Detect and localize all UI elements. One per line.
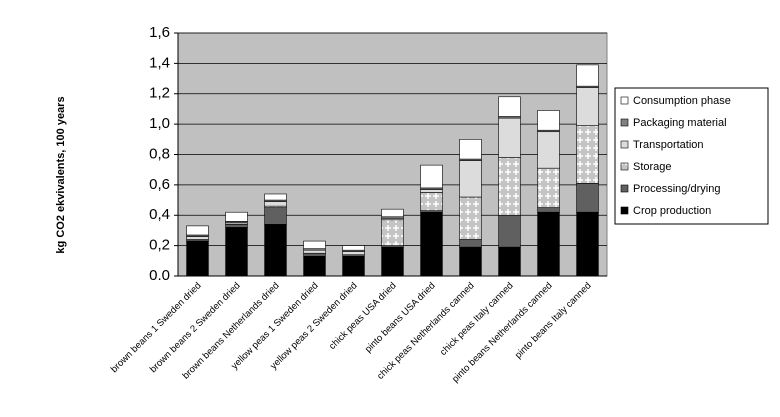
bar-segment — [264, 207, 287, 225]
bar-segment — [537, 131, 560, 169]
bar-segment — [537, 110, 560, 131]
legend-label: Storage — [633, 161, 672, 173]
bar-segment — [303, 255, 326, 277]
bar-segment — [186, 225, 209, 236]
x-tick-label: chick peas Italy canned — [438, 280, 516, 358]
bar-segment — [420, 189, 443, 193]
legend-swatch — [620, 118, 629, 127]
bar-segment — [264, 224, 287, 277]
bar-segment — [342, 255, 365, 277]
bar-segment — [420, 211, 443, 277]
bar-segment — [498, 157, 521, 216]
bar-segment — [537, 167, 560, 208]
bar-segment — [576, 125, 599, 184]
bar-segment — [186, 240, 209, 277]
bar-segment — [264, 201, 287, 207]
bar-segment — [498, 117, 521, 158]
legend-swatch — [620, 184, 629, 193]
y-tick-label: 0,6 — [149, 176, 170, 193]
legend-swatch — [620, 162, 629, 171]
bar-segment — [459, 239, 482, 248]
bar-segment — [498, 246, 521, 277]
bar-segment — [264, 193, 287, 201]
bar-segment — [342, 251, 365, 256]
bar-segment — [303, 249, 326, 254]
bar-segment — [576, 183, 599, 213]
legend-swatch — [620, 206, 629, 215]
bar-segment — [186, 236, 209, 240]
bar-segment — [459, 246, 482, 277]
y-tick-label: 1,6 — [149, 24, 170, 41]
x-tick-label: pinto beans USA dried — [363, 280, 438, 355]
bar-segment — [381, 246, 404, 277]
bar-segment — [303, 252, 326, 257]
y-tick-label: 1,4 — [149, 54, 170, 71]
y-tick-label: 0.0 — [149, 267, 170, 284]
bar-segment — [537, 211, 560, 277]
bar-segment — [498, 96, 521, 117]
y-tick-label: 0,4 — [149, 206, 170, 223]
bar-segment — [459, 139, 482, 160]
legend-label: Packaging material — [633, 117, 727, 129]
y-tick-label: 1,0 — [149, 115, 170, 132]
legend-swatch — [620, 140, 629, 149]
x-tick-label: chick peas USA dried — [327, 280, 399, 352]
legend-label: Transportation — [633, 139, 704, 151]
y-axis-label: kg CO2 ekvivalents, 100 years — [55, 96, 67, 253]
bar-segment — [420, 192, 443, 211]
y-tick-label: 0,8 — [149, 145, 170, 162]
bar-segment — [303, 240, 326, 249]
bar-segment — [459, 196, 482, 240]
y-tick-label: 0,2 — [149, 237, 170, 254]
legend-label: Processing/drying — [633, 183, 720, 195]
bar-segment — [342, 245, 365, 251]
bar-segment — [576, 64, 599, 87]
bar-segment — [225, 227, 248, 277]
legend-label: Crop production — [633, 205, 711, 217]
bar-segment — [420, 164, 443, 189]
bar-segment — [459, 160, 482, 198]
bar-segment — [381, 219, 404, 246]
y-tick-label: 1,2 — [149, 85, 170, 102]
bar-segment — [498, 214, 521, 248]
bar-segment — [576, 87, 599, 126]
bar-segment — [381, 208, 404, 218]
bar-segment — [576, 211, 599, 277]
legend-swatch — [620, 96, 629, 105]
bar-segment — [225, 211, 248, 222]
bar-segment — [537, 207, 560, 213]
x-tick-label: pinto beans Italy canned — [513, 280, 594, 361]
legend-label: Consumption phase — [633, 95, 731, 107]
bar-segment — [225, 224, 248, 228]
legend-box — [614, 87, 769, 225]
